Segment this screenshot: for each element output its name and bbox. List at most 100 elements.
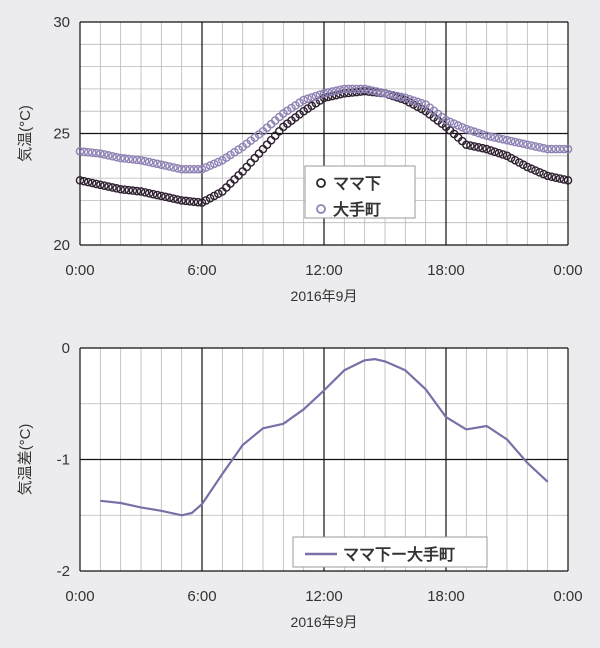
data-point: [494, 134, 504, 143]
x-tick-label: 0:00: [553, 262, 582, 279]
data-point: [140, 156, 150, 166]
data-point: [116, 153, 125, 163]
data-point: [148, 158, 158, 168]
data-point: [502, 135, 512, 145]
x-tick-label: 12:00: [305, 588, 343, 605]
legend-label: 大手町: [333, 200, 381, 219]
data-point: [161, 192, 170, 202]
data-point: [445, 117, 455, 127]
data-point: [124, 185, 134, 195]
legend-marker: [316, 204, 326, 214]
data-point: [209, 159, 219, 169]
data-point: [75, 176, 85, 185]
data-point: [518, 139, 528, 149]
data-point: [478, 130, 487, 139]
x-tick-label: 18:00: [427, 262, 465, 279]
data-point: [539, 143, 548, 153]
data-point: [559, 175, 569, 184]
data-point: [201, 163, 211, 172]
data-point: [506, 136, 516, 146]
x-tick-label: 0:00: [553, 588, 582, 605]
data-point: [128, 155, 138, 164]
data-point: [108, 183, 117, 192]
data-point: [144, 188, 154, 198]
data-point: [104, 151, 113, 160]
data-point: [474, 128, 483, 138]
data-point: [462, 124, 471, 134]
data-point: [376, 88, 386, 97]
data-point: [152, 159, 162, 169]
data-point: [531, 166, 540, 175]
data-point: [173, 195, 182, 204]
data-point: [344, 84, 353, 94]
data-point: [100, 150, 109, 159]
data-point: [104, 182, 113, 191]
data-point: [181, 196, 191, 206]
data-point: [482, 131, 491, 141]
data-point: [124, 154, 134, 164]
data-point: [112, 184, 121, 193]
x-tick-label: 0:00: [65, 588, 94, 605]
data-point: [83, 147, 93, 157]
data-point: [478, 143, 487, 153]
data-point: [547, 172, 557, 182]
data-point: [157, 160, 166, 170]
x-axis-label: 2016年9月: [291, 614, 358, 630]
data-point: [409, 96, 418, 105]
data-point: [413, 97, 422, 107]
data-point: [136, 155, 146, 165]
data-point: [466, 141, 475, 150]
data-point: [335, 85, 345, 95]
data-point: [144, 157, 154, 167]
data-point: [197, 164, 207, 174]
data-point: [185, 164, 195, 174]
data-point: [116, 184, 125, 194]
data-point: [384, 89, 394, 99]
data-point: [486, 146, 496, 155]
data-point: [453, 121, 463, 130]
data-point: [96, 149, 105, 158]
data-point: [543, 144, 552, 154]
data-point: [539, 169, 548, 179]
data-point: [380, 89, 390, 98]
data-point: [466, 126, 475, 135]
data-point: [177, 164, 186, 174]
data-point: [457, 122, 467, 132]
data-point: [364, 85, 374, 95]
data-point: [132, 155, 142, 165]
y-tick-label: 0: [62, 340, 70, 357]
data-point: [315, 90, 325, 99]
data-point: [555, 144, 565, 154]
data-point: [128, 186, 138, 195]
chart-temperature-difference: 0:00 6:00 12:00 18:00 0:00 -2 -1 0 2016年9月 気温差(°C…: [17, 340, 583, 630]
data-point: [441, 115, 451, 125]
data-point: [319, 89, 329, 98]
x-tick-label: 18:00: [427, 588, 465, 605]
data-point: [523, 162, 532, 172]
data-point: [327, 87, 337, 96]
data-point: [100, 181, 109, 190]
x-tick-label: 6:00: [187, 588, 216, 605]
data-point: [523, 140, 532, 149]
data-point: [169, 194, 178, 203]
data-point: [169, 163, 178, 172]
x-axis-label: 2016年9月: [291, 288, 358, 304]
data-point: [189, 197, 199, 207]
data-point: [148, 189, 158, 199]
data-point: [165, 193, 174, 203]
data-point: [157, 191, 166, 201]
y-axis-label: 気温(°C): [17, 105, 34, 162]
data-point: [120, 185, 130, 194]
data-point: [307, 93, 317, 102]
data-point: [527, 164, 536, 174]
data-point: [531, 142, 540, 151]
data-point: [563, 144, 573, 154]
data-point: [543, 171, 552, 181]
data-point: [120, 154, 130, 163]
data-point: [486, 132, 496, 141]
data-point: [462, 140, 471, 149]
data-point: [559, 144, 569, 154]
data-point: [83, 177, 93, 187]
data-point: [547, 144, 557, 154]
data-point: [372, 87, 382, 96]
